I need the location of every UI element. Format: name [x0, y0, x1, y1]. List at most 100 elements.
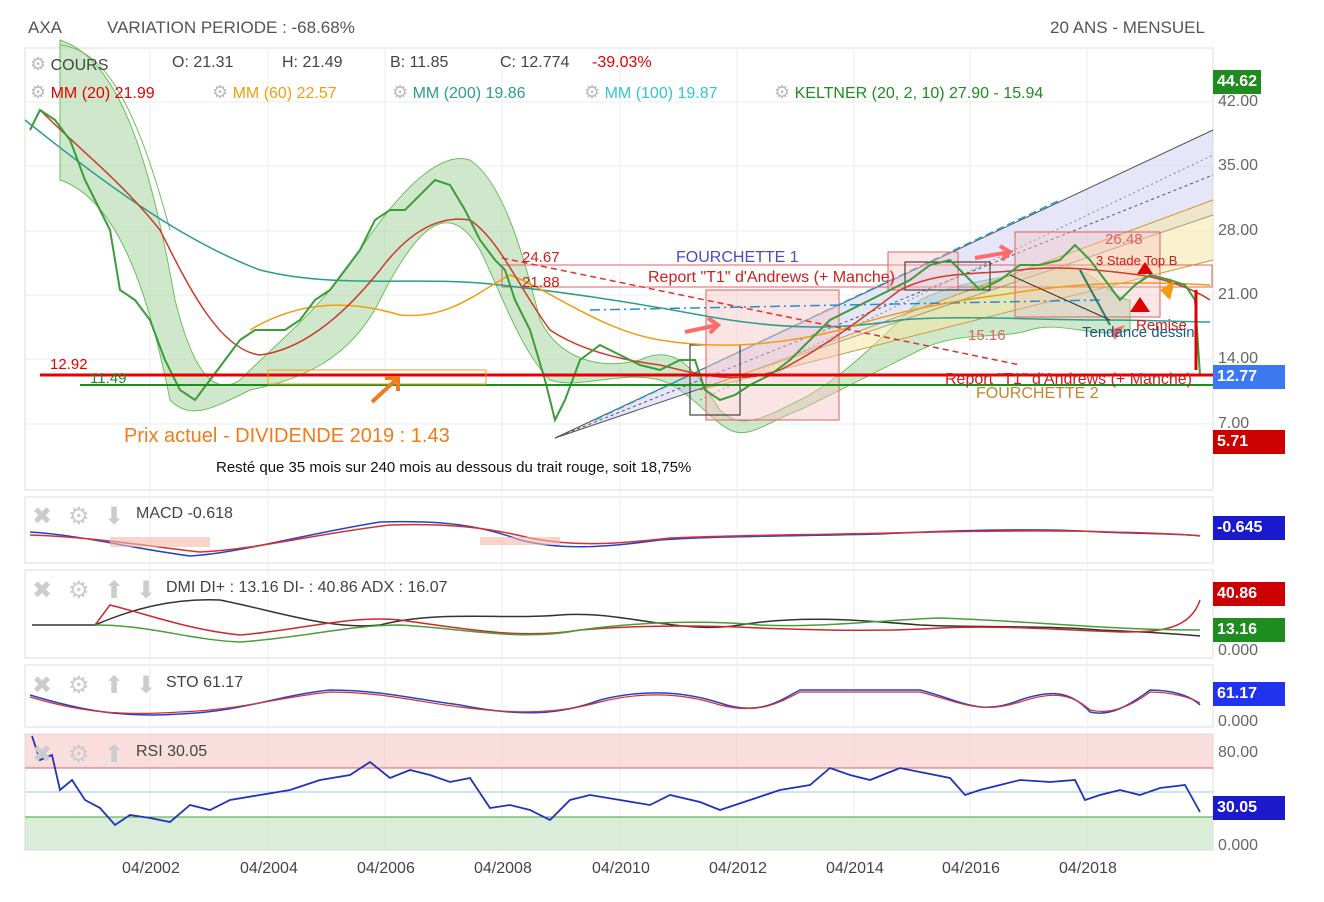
rsi-title: RSI: [136, 743, 163, 760]
sto-legend: STO 61.17: [166, 674, 243, 692]
y-tick: 42.00: [1218, 93, 1259, 110]
macd-title: MACD: [136, 505, 184, 522]
price-tag-last: 12.77: [1213, 365, 1285, 389]
x-tick: 04/2004: [240, 860, 298, 877]
rsi-tag: 30.05: [1213, 796, 1285, 820]
mm100-legend: ⚙ MM (100) 19.87: [584, 82, 718, 103]
close-icon[interactable]: ✖: [32, 741, 53, 768]
high-value: H: 21.49: [282, 54, 343, 71]
gear-icon[interactable]: ⚙: [68, 503, 90, 530]
level-2188: 21.88: [522, 274, 560, 291]
note-label: Resté que 35 mois sur 240 mois au dessou…: [216, 459, 691, 476]
report-t1-top: Report "T1" d'Andrews (+ Manche): [648, 269, 895, 286]
y-tick: 35.00: [1218, 157, 1259, 174]
gear-icon[interactable]: ⚙: [68, 577, 90, 604]
rsi-zero: 0.000: [1218, 837, 1259, 854]
gear-icon[interactable]: ⚙: [30, 82, 47, 102]
gear-icon[interactable]: ⚙: [774, 82, 791, 102]
ticker-label: AXA: [28, 18, 63, 37]
dmi-minus-tag: 40.86: [1213, 582, 1285, 606]
change-value: -39.03%: [592, 54, 652, 71]
mm20-label: MM (20): [50, 85, 111, 102]
arrow-up-icon[interactable]: ⬆: [104, 672, 125, 699]
macd-tag: -0.645: [1213, 516, 1285, 540]
cours-legend: ⚙ COURS: [30, 54, 108, 75]
price-line: [29, 108, 1201, 423]
mm100-value: 19.87: [677, 85, 718, 102]
mm200-legend: ⚙ MM (200) 19.86: [392, 82, 526, 103]
rsi-legend: RSI 30.05: [136, 743, 207, 761]
gear-icon[interactable]: ⚙: [212, 82, 229, 102]
pink-arrow: [684, 316, 722, 335]
rsi-line: [31, 735, 1201, 827]
x-tick: 04/2018: [1059, 860, 1117, 877]
dmi-plus-tag: 13.16: [1213, 618, 1285, 642]
gear-icon[interactable]: ⚙: [584, 82, 601, 102]
arrow-down-icon[interactable]: ⬇: [136, 672, 157, 699]
x-tick: 04/2012: [709, 860, 767, 877]
level-1149: 11.49: [90, 370, 126, 387]
mm200-label: MM (200): [412, 85, 482, 102]
level-1516: 15.16: [968, 327, 1006, 344]
level-1292: 12.92: [50, 356, 88, 373]
dmi-minus: [94, 599, 1201, 636]
gear-icon[interactable]: ⚙: [68, 672, 90, 699]
period-label: 20 ANS - MENSUEL: [1050, 18, 1205, 37]
arrow-down-icon[interactable]: ⬇: [104, 503, 125, 530]
remise-label: Remise: [1136, 317, 1187, 334]
close-value: C: 12.774: [500, 54, 570, 71]
mm60-value: 22.57: [296, 85, 337, 102]
rsi-level80: 80.00: [1218, 744, 1259, 761]
mm100-label: MM (100): [604, 85, 674, 102]
mm60-line: [249, 274, 1211, 346]
level-2648: 26.48: [1105, 231, 1143, 248]
x-tick: 04/2016: [942, 860, 1000, 877]
dmi-zero: 0.000: [1218, 642, 1259, 659]
x-tick: 04/2006: [357, 860, 415, 877]
arrow-down-icon[interactable]: ⬇: [136, 577, 157, 604]
x-tick: 04/2010: [592, 860, 650, 877]
mm60-label: MM (60): [232, 85, 293, 102]
top-label: 3 Stade Top B: [1096, 253, 1177, 268]
y-tick: 14.00: [1218, 350, 1259, 367]
rsi-value: 30.05: [167, 743, 208, 760]
sto-tag: 61.17: [1213, 682, 1285, 706]
gear-icon[interactable]: ⚙: [392, 82, 409, 102]
gear-icon[interactable]: ⚙: [30, 54, 47, 74]
mm60-legend: ⚙ MM (60) 22.57: [212, 82, 337, 103]
gear-icon[interactable]: ⚙: [68, 741, 90, 768]
dmi-adx: [32, 599, 1201, 637]
keltner-legend: ⚙ KELTNER (20, 2, 10) 27.90 - 15.94: [774, 82, 1043, 103]
sto-title: STO: [166, 674, 199, 691]
open-value: O: 21.31: [172, 54, 234, 71]
mm200-value: 19.86: [485, 85, 526, 102]
macd-line: [29, 520, 1201, 557]
y-tick: 28.00: [1218, 222, 1259, 239]
arrow-up-icon[interactable]: ⬆: [104, 741, 125, 768]
macd-label: MACD -0.618: [136, 505, 233, 523]
macd-value: -0.618: [187, 505, 233, 522]
fourchette2-label: FOURCHETTE 2: [976, 385, 1099, 402]
macd-signal: [29, 523, 1201, 553]
close-icon[interactable]: ✖: [32, 577, 53, 604]
x-tick: 04/2014: [826, 860, 884, 877]
close-icon[interactable]: ✖: [32, 672, 53, 699]
keltner-band-top: [59, 44, 171, 231]
sto-zero: 0.000: [1218, 713, 1259, 730]
x-tick: 04/2008: [474, 860, 532, 877]
variation-label: VARIATION PERIODE : -68.68%: [107, 18, 355, 37]
price-tag-bottom: 5.71: [1213, 430, 1285, 454]
x-tick: 04/2002: [122, 860, 180, 877]
tendance-label: Tendance dessin: [1082, 324, 1195, 341]
mm20-legend: ⚙ MM (20) 21.99: [30, 82, 155, 103]
arrow-up-icon[interactable]: ⬆: [104, 577, 125, 604]
dmi-title: DMI: [166, 579, 196, 596]
sto-value: 61.17: [203, 674, 244, 691]
fourchette1-label: FOURCHETTE 1: [676, 249, 799, 266]
level-2467: 24.67: [522, 249, 560, 266]
close-icon[interactable]: ✖: [32, 503, 53, 530]
mm200-line: [24, 119, 1211, 328]
low-value: B: 11.85: [390, 54, 449, 71]
report-t1-bottom: Report "T1" d'Andrews (+ Manche): [945, 371, 1192, 388]
